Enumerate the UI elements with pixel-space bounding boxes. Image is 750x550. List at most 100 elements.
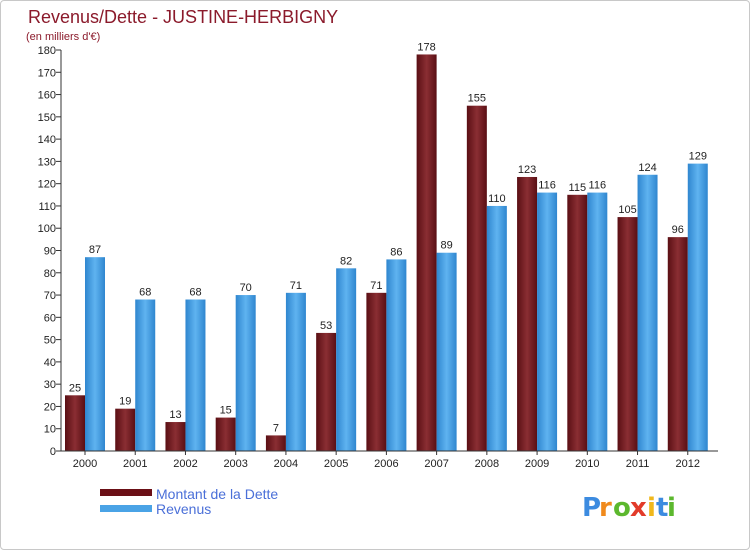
y-tick-label: 60 xyxy=(44,312,56,324)
x-tick-label-2003: 2003 xyxy=(223,458,247,470)
y-tick-label: 70 xyxy=(44,290,56,302)
data-label-revenue-2010: 116 xyxy=(589,180,607,192)
data-label-debt-2002: 13 xyxy=(169,409,181,421)
data-label-revenue-2008: 110 xyxy=(488,193,506,205)
proxiti-logo: Pr o x i ti xyxy=(582,493,676,523)
data-label-revenue-2011: 124 xyxy=(638,162,656,174)
x-axis-ticks: 2000 2001 2002 2003 2004 2005 2006 2007 2008 2009… xyxy=(73,451,700,470)
data-label-revenue-2009: 116 xyxy=(538,180,556,192)
y-tick-label: 130 xyxy=(38,156,56,168)
y-tick-label: 90 xyxy=(44,246,56,258)
bar-debt-2001 xyxy=(115,408,136,451)
data-label-revenue-2002: 68 xyxy=(189,287,201,299)
y-tick-label: 20 xyxy=(44,401,56,413)
bar-revenue-2003 xyxy=(235,295,256,451)
bars xyxy=(65,54,708,452)
data-label-debt-2004: 7 xyxy=(273,422,279,434)
x-tick-label-2011: 2011 xyxy=(626,458,650,470)
y-tick-label: 150 xyxy=(38,112,56,124)
x-tick-label-2009: 2009 xyxy=(525,458,549,470)
y-tick-label: 80 xyxy=(44,268,56,280)
y-tick-label: 100 xyxy=(38,223,56,235)
data-label-debt-2012: 96 xyxy=(672,224,684,236)
bar-revenue-2012 xyxy=(687,163,708,451)
bar-debt-2006 xyxy=(366,292,387,451)
bar-debt-2000 xyxy=(65,395,85,451)
bar-debt-2003 xyxy=(215,417,236,451)
bar-revenue-2005 xyxy=(336,268,357,451)
bar-debt-2008 xyxy=(466,105,487,451)
bar-debt-2004 xyxy=(265,435,286,451)
bar-revenue-2006 xyxy=(386,259,407,451)
bar-revenue-2007 xyxy=(436,252,457,451)
bar-revenue-2010 xyxy=(587,192,608,452)
logo-letter: r xyxy=(599,493,612,523)
logo-letter: i xyxy=(647,493,656,523)
y-tick-label: 30 xyxy=(44,379,56,391)
bar-debt-2009 xyxy=(517,176,538,451)
logo-letter: o xyxy=(613,493,631,523)
y-tick-label: 50 xyxy=(44,335,56,347)
x-tick-label-2004: 2004 xyxy=(274,458,298,470)
y-tick-label: 0 xyxy=(50,446,56,458)
legend-swatch-debt xyxy=(100,489,152,496)
legend: Montant de la Dette Revenus xyxy=(100,486,278,517)
x-tick-label-2007: 2007 xyxy=(424,458,448,470)
bar-revenue-2000 xyxy=(85,257,105,451)
data-label-debt-2005: 53 xyxy=(320,320,332,332)
data-label-debt-2007: 178 xyxy=(417,41,435,53)
data-label-debt-2009: 123 xyxy=(518,164,536,176)
chart-title: Revenus/Dette - JUSTINE-HERBIGNY xyxy=(28,7,338,27)
bar-debt-2005 xyxy=(316,332,337,451)
data-label-revenue-2007: 89 xyxy=(440,240,452,252)
logo-letter: i xyxy=(667,493,676,523)
bar-debt-2010 xyxy=(567,194,588,452)
bar-debt-2012 xyxy=(667,237,688,451)
y-tick-label: 180 xyxy=(38,45,56,57)
chart-subtitle: (en milliers d'€) xyxy=(26,31,100,43)
y-axis-ticks: 0 10 20 30 40 50 60 70 80 90 100 110 120 130 140 150 160… xyxy=(38,45,61,458)
y-tick-label: 40 xyxy=(44,357,56,369)
data-label-debt-2008: 155 xyxy=(468,93,486,105)
logo-letter: x xyxy=(630,493,647,523)
bar-revenue-2004 xyxy=(285,292,306,451)
data-label-revenue-2004: 71 xyxy=(290,280,302,292)
y-tick-label: 160 xyxy=(38,90,56,102)
data-label-revenue-2003: 70 xyxy=(240,282,252,294)
x-tick-label-2005: 2005 xyxy=(324,458,348,470)
x-tick-label-2000: 2000 xyxy=(73,458,97,470)
bar-debt-2002 xyxy=(165,422,186,451)
bar-revenue-2008 xyxy=(486,205,507,451)
data-label-revenue-2001: 68 xyxy=(139,287,151,299)
data-label-debt-2003: 15 xyxy=(220,405,232,417)
data-label-debt-2011: 105 xyxy=(618,204,636,216)
bar-revenue-2011 xyxy=(637,174,658,451)
bar-debt-2011 xyxy=(617,217,638,451)
bar-revenue-2001 xyxy=(135,299,156,451)
logo-letter: t xyxy=(656,493,668,523)
legend-label-debt: Montant de la Dette xyxy=(156,486,278,502)
data-labels: 25 87 19 68 13 68 15 70 7 71 53 82 71 86 178 89 155 110 12… xyxy=(69,41,707,434)
data-label-revenue-2006: 86 xyxy=(390,246,402,258)
y-tick-label: 140 xyxy=(38,134,56,146)
data-label-revenue-2000: 87 xyxy=(89,244,101,256)
x-tick-label-2008: 2008 xyxy=(475,458,499,470)
data-label-debt-2010: 115 xyxy=(569,182,587,194)
data-label-revenue-2005: 82 xyxy=(340,255,352,267)
x-tick-label-2001: 2001 xyxy=(123,458,147,470)
bar-debt-2007 xyxy=(416,54,437,451)
y-tick-label: 120 xyxy=(38,179,56,191)
data-label-revenue-2012: 129 xyxy=(689,151,707,163)
x-tick-label-2012: 2012 xyxy=(676,458,700,470)
legend-swatch-revenue xyxy=(100,505,152,512)
data-label-debt-2000: 25 xyxy=(69,382,81,394)
x-tick-label-2006: 2006 xyxy=(374,458,398,470)
bar-revenue-2002 xyxy=(185,299,206,451)
x-tick-label-2002: 2002 xyxy=(173,458,197,470)
data-label-debt-2006: 71 xyxy=(370,280,382,292)
data-label-debt-2001: 19 xyxy=(119,396,131,408)
logo-letter: P xyxy=(582,493,601,523)
y-tick-label: 110 xyxy=(38,201,56,213)
y-tick-label: 170 xyxy=(38,67,56,79)
